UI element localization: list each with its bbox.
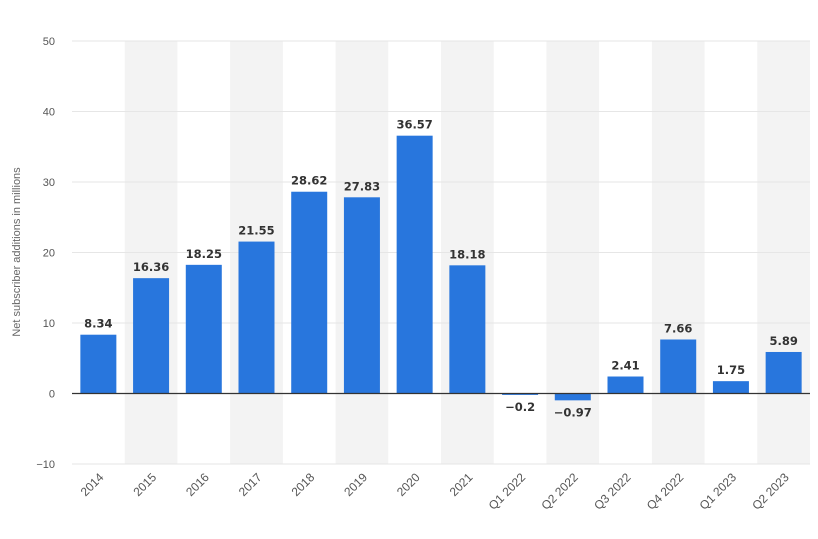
x-tick-label: 2020 [394,470,423,499]
bar-2021 [449,265,486,394]
x-tick-label: 2021 [447,470,476,499]
bar-2016 [185,264,222,394]
bar-2020 [396,135,433,394]
x-tick-label: Q1 2023 [697,470,740,513]
x-tick-label: Q2 2023 [749,470,792,513]
x-tick-label: 2018 [289,470,318,499]
data-label: 18.18 [449,247,485,261]
y-tick-label: 10 [43,318,55,330]
data-label: 21.55 [238,224,274,238]
bar-q1-2022 [502,393,539,395]
data-label: −0.2 [505,400,535,414]
bar-q1-2023 [712,381,749,394]
x-tick-label: 2019 [341,470,370,499]
x-tick-label: Q2 2022 [538,470,581,513]
data-label: 8.34 [84,317,112,331]
data-labels: 8.34 16.36 18.25 21.55 28.62 27.83 36.57 18.18 −… [84,118,798,420]
data-label: 27.83 [344,179,380,193]
y-tick-label: −10 [36,459,55,471]
x-tick-label: 2016 [183,470,212,499]
data-label: 16.36 [133,260,169,274]
bar-2015 [133,278,170,394]
y-tick-label: 20 [43,248,55,260]
y-tick-label: 30 [43,177,55,189]
data-label: 18.25 [186,247,222,261]
x-tick-label: Q1 2022 [486,470,529,513]
bar-2018 [291,191,328,394]
x-tick-label: 2017 [236,470,265,499]
x-tick-label: 2014 [78,470,107,499]
y-tick-label: 0 [49,389,55,401]
data-label: 2.41 [611,359,639,373]
y-axis-ticks: −10 0 10 20 30 40 50 [36,36,55,471]
y-tick-label: 50 [43,36,55,48]
data-label: 1.75 [717,363,745,377]
data-label: 36.57 [396,118,432,132]
bar-q2-2022 [554,393,591,401]
bar-2014 [80,334,117,394]
data-label: 7.66 [664,321,692,335]
bar-q4-2022 [660,339,697,394]
data-label: 5.89 [769,334,797,348]
y-tick-label: 40 [43,107,55,119]
bar-q3-2022 [607,376,644,394]
bar-2019 [343,197,380,394]
bar-q2-2023 [765,351,802,394]
data-label: 28.62 [291,174,327,188]
x-axis-ticks: 2014 2015 2016 2017 2018 2019 2020 2021 Q1 2022 Q… [78,470,792,513]
data-label: −0.97 [554,405,592,419]
x-tick-label: Q3 2022 [591,470,634,513]
bars [80,135,802,401]
gridlines [72,40,810,465]
x-tick-label: Q4 2022 [644,470,687,513]
y-axis-title: Net subscriber additions in millions [11,167,23,337]
x-tick-label: 2015 [130,470,159,499]
bar-2017 [238,241,275,394]
